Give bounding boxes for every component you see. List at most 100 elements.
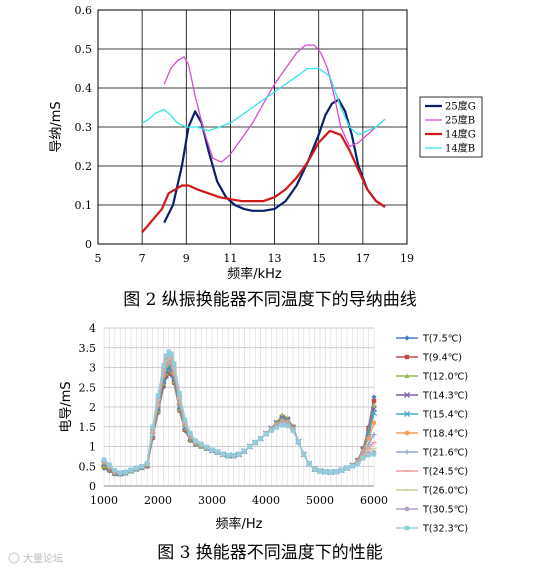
- y-tick-label: 2.5: [79, 381, 97, 394]
- y-tick-label: 2: [89, 401, 96, 414]
- y-tick-label: 0.1: [75, 199, 93, 212]
- y-tick-label: 0: [89, 480, 96, 493]
- legend-label: T(12.0℃): [422, 372, 468, 383]
- y-tick-label: 3: [89, 362, 96, 375]
- data-point: [350, 464, 355, 469]
- x-axis-label: 频率/Hz: [216, 516, 263, 532]
- data-point: [279, 422, 285, 428]
- legend-label: T(26.0℃): [422, 486, 468, 497]
- x-tick-label: 9: [183, 252, 190, 265]
- x-tick-label: 7: [139, 252, 146, 265]
- data-point: [171, 361, 177, 366]
- y-tick-label: 0: [85, 238, 92, 251]
- admittance-chart: 5 7 9 11 13 15 17 19 0 0.1 0.2 0.3 0.4 0.5 0.6 频率/kHz 导纳…: [49, 4, 483, 282]
- x-tick-label: 1000: [90, 494, 118, 507]
- x-tick-label: 13: [268, 252, 282, 265]
- data-point: [366, 436, 371, 441]
- data-point: [285, 423, 290, 429]
- legend-label: T(18.4℃): [422, 429, 468, 440]
- data-point: [371, 394, 377, 400]
- y-tick-label: 0.4: [75, 82, 93, 95]
- legend-label: 25度B: [445, 114, 475, 127]
- x-tick-label: 11: [223, 252, 237, 265]
- x-tick-label: 5: [95, 252, 102, 265]
- data-point: [404, 430, 410, 436]
- y-tick-label: 0.3: [75, 121, 93, 134]
- data-point: [169, 351, 174, 356]
- y-tick-label: 1.5: [79, 421, 97, 434]
- data-point: [269, 428, 274, 433]
- legend-label: T(7.5℃): [422, 334, 462, 345]
- legend-label: T(30.5℃): [422, 505, 468, 516]
- x-tick-label: 2000: [144, 494, 172, 507]
- x-tick-label: 6000: [360, 494, 388, 507]
- y-tick-label: 3.5: [79, 342, 97, 355]
- legend-label: T(14.3℃): [422, 391, 468, 402]
- x-tick-label: 19: [400, 252, 414, 265]
- data-point: [344, 466, 350, 471]
- data-point: [404, 373, 410, 379]
- data-point: [296, 439, 301, 444]
- data-point: [301, 452, 307, 457]
- data-point: [247, 444, 253, 449]
- watermark-text: 大量论坛: [23, 552, 63, 565]
- data-point: [263, 432, 269, 437]
- watermark: 大量论坛: [8, 552, 63, 565]
- y-tick-label: 0.2: [75, 160, 93, 173]
- conductance-chart: 0 0.5 1 1.5 2 2.5 3 3.5 4 1000 2000 3000 4000 5000 600…: [59, 322, 468, 535]
- data-point: [403, 391, 411, 399]
- data-point: [371, 420, 377, 426]
- data-point: [101, 463, 107, 469]
- y-axis-label: 电导/mS: [59, 381, 74, 432]
- x-tick-label: 15: [312, 252, 326, 265]
- data-point: [370, 409, 378, 416]
- data-point: [163, 353, 169, 358]
- data-point: [209, 447, 215, 452]
- series-line: [141, 67, 386, 136]
- data-point: [258, 436, 263, 441]
- plot-frame: [97, 9, 408, 245]
- data-point: [166, 349, 172, 354]
- data-point: [161, 363, 166, 368]
- data-point: [355, 462, 361, 467]
- data-point: [366, 441, 372, 448]
- data-point: [231, 452, 236, 458]
- legend-label: T(9.4℃): [422, 353, 462, 364]
- data-point: [139, 464, 145, 469]
- data-point: [198, 441, 204, 446]
- data-point: [128, 467, 134, 473]
- data-point: [323, 469, 328, 474]
- data-point: [150, 424, 155, 429]
- data-point: [371, 402, 377, 408]
- data-point: [112, 467, 118, 473]
- data-point: [371, 398, 377, 404]
- data-point: [134, 465, 139, 471]
- data-point: [404, 525, 410, 531]
- data-point: [317, 468, 323, 474]
- data-point: [204, 444, 209, 450]
- data-point: [360, 456, 366, 461]
- y-axis-label: 导纳/mS: [49, 101, 64, 152]
- data-point: [371, 452, 377, 457]
- legend-label: 14度G: [445, 128, 476, 141]
- figure-3-caption: 图 3 换能器不同温度下的性能: [157, 543, 383, 563]
- data-point: [252, 440, 258, 445]
- legend-label: T(21.6℃): [422, 448, 468, 459]
- y-tick-label: 1: [89, 441, 96, 454]
- series-line: [163, 44, 386, 163]
- data-point: [155, 392, 161, 398]
- series-group: [101, 349, 377, 475]
- data-point: [144, 460, 150, 466]
- data-point: [366, 452, 371, 458]
- data-point: [215, 449, 220, 454]
- y-tick-label: 4: [89, 322, 96, 335]
- data-point: [290, 428, 296, 433]
- data-point: [242, 448, 247, 454]
- data-point: [333, 469, 339, 474]
- y-tick-label: 0.5: [75, 43, 93, 56]
- data-point: [306, 461, 312, 467]
- data-point: [193, 438, 199, 443]
- data-point: [123, 469, 128, 474]
- x-tick-label: 17: [356, 252, 370, 265]
- legend-label: T(15.4℃): [422, 410, 468, 421]
